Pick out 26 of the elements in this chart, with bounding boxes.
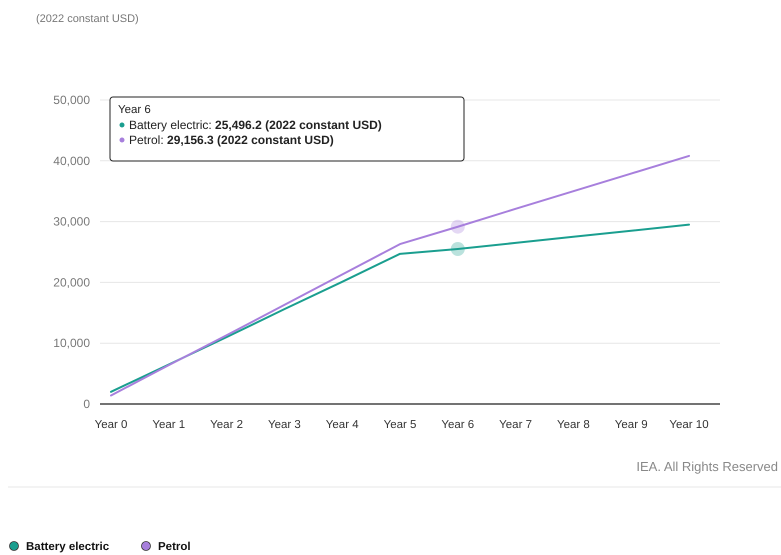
x-tick-label: Year 2 <box>210 419 244 431</box>
y-tick-label: 50,000 <box>53 93 90 107</box>
annotation: Battery electric: 25,496.2 (2022 constant USD) <box>129 118 382 132</box>
line-series <box>110 154 690 396</box>
x-tick-label: Year 10 <box>669 419 709 431</box>
x-tick-label: Year 5 <box>384 419 416 431</box>
legend-label: Battery electric <box>26 541 110 553</box>
y-tick-label: 40,000 <box>53 154 90 168</box>
x-tick-label: Year 8 <box>556 419 590 431</box>
line-series <box>110 224 690 393</box>
annotation: Petrol: 29,156.3 (2022 constant USD) <box>129 133 334 147</box>
legend-label: Petrol <box>158 541 191 553</box>
x-tick-label: Year 4 <box>326 419 360 431</box>
x-tick-label: Year 1 <box>152 419 186 431</box>
y-tick-label: 30,000 <box>53 214 90 229</box>
y-tick-label: 0 <box>83 397 90 411</box>
x-tick-label: Year 3 <box>268 419 301 431</box>
y-tick-label: 10,000 <box>53 336 90 350</box>
x-tick-label: Year 9 <box>614 419 648 431</box>
text: IEA. All Rights Reserved <box>636 459 778 474</box>
x-tick-label: Year 0 <box>94 419 128 431</box>
x-tick-label: Year 7 <box>499 419 532 431</box>
annotation: Year 6 <box>118 104 151 116</box>
y-tick-label: 20,000 <box>53 275 90 290</box>
x-tick-label: Year 6 <box>441 419 474 431</box>
text: (2022 constant USD) <box>36 13 139 25</box>
